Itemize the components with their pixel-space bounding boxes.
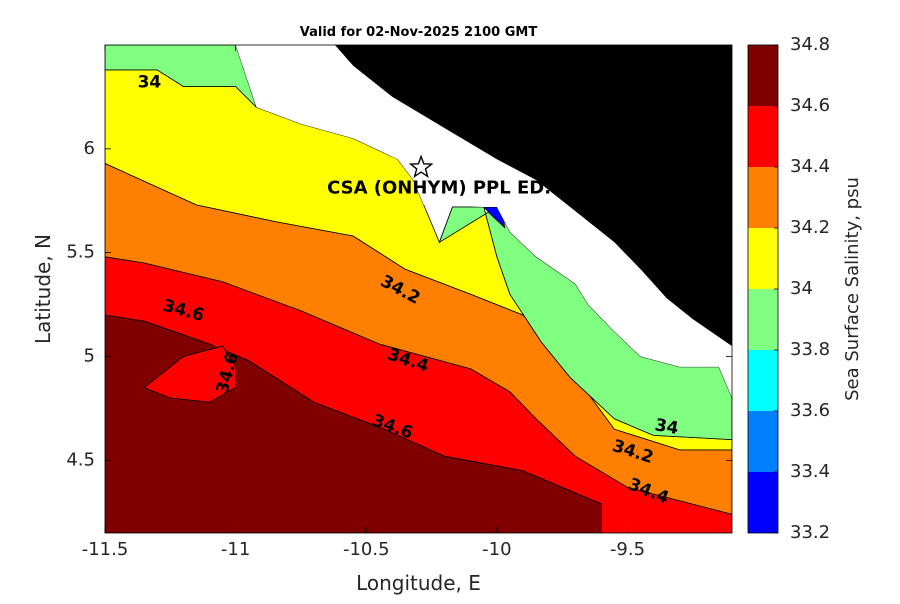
colorbar-tick-label: 34 — [790, 278, 813, 299]
colorbar-swatch — [748, 350, 778, 411]
y-tick-label: 6 — [84, 138, 95, 159]
y-tick-label: 4.5 — [66, 449, 95, 470]
colorbar-tick-label: 34.8 — [790, 34, 830, 55]
colorbar-tick-label: 34.2 — [790, 217, 830, 238]
colorbar-tick-label: 33.8 — [790, 339, 830, 360]
contour-label: 34 — [138, 72, 162, 92]
chart-title: Valid for 02-Nov-2025 2100 GMT — [300, 25, 538, 40]
x-tick-label: -10.5 — [343, 539, 390, 560]
colorbar-tick-label: 34.4 — [790, 156, 830, 177]
salinity-band-33-8-4 — [105, 45, 257, 108]
y-axis-label: Latitude, N — [31, 234, 55, 344]
land-region — [334, 45, 732, 347]
station-star-icon — [408, 154, 434, 179]
x-tick-label: -10 — [482, 539, 511, 560]
colorbar-swatch — [748, 45, 778, 106]
x-axis-label: Longitude, E — [356, 571, 481, 595]
colorbar-label: Sea Surface Salinity, psu — [842, 177, 863, 401]
station-label: CSA (ONHYM) PPL ED. — [327, 177, 551, 198]
colorbar-tick-label: 33.6 — [790, 400, 830, 421]
x-tick-label: -11 — [221, 539, 250, 560]
x-tick-label: -9.5 — [610, 539, 645, 560]
salinity-band-33-8-5 — [438, 206, 732, 441]
x-tick-label: -11.5 — [82, 539, 129, 560]
y-tick-label: 5 — [84, 345, 95, 366]
nodata-region — [235, 45, 732, 398]
salinity-island-34-4 — [143, 345, 237, 403]
colorbar-swatch — [748, 289, 778, 350]
contour-label: 34 — [653, 415, 680, 439]
colorbar-swatch — [748, 411, 778, 472]
colorbar-swatch — [748, 472, 778, 533]
colorbar-swatch — [748, 106, 778, 167]
colorbar-tick-label: 33.2 — [790, 522, 830, 543]
colorbar-tick-label: 34.6 — [790, 95, 830, 116]
plot-frame — [104, 44, 733, 534]
colorbar-swatch — [748, 167, 778, 228]
y-tick-label: 5.5 — [66, 242, 95, 263]
colorbar-swatch — [748, 228, 778, 289]
colorbar-tick-label: 33.4 — [790, 461, 830, 482]
